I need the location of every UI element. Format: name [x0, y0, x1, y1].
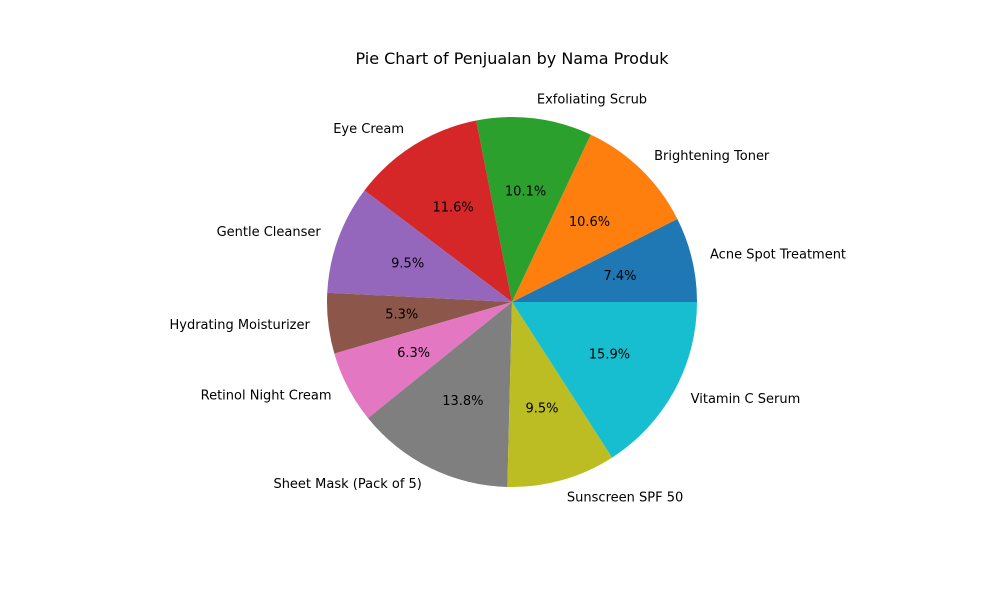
- pie-slice-retinol-night-cream: [334, 302, 512, 419]
- pie-slice-sheet-mask-pack-of-5: [367, 302, 512, 487]
- slice-label-eye-cream: Eye Cream: [333, 122, 404, 137]
- pie-slice-acne-spot-treatment: [512, 219, 697, 302]
- percent-label-vitamin-c-serum: 15.9%: [589, 348, 630, 363]
- percent-label-gentle-cleanser: 9.5%: [391, 257, 424, 272]
- percent-label-exfoliating-scrub: 10.1%: [505, 184, 546, 199]
- pie-slice-vitamin-c-serum: [512, 302, 697, 458]
- pie-slice-hydrating-moisturizer: [326, 292, 512, 354]
- pie-slice-eye-cream: [364, 120, 512, 302]
- percent-labels: 7.4% 10.6% 10.1% 11.6% 9.5% 5.3% 6.3% 13.8% 9.5%…: [385, 184, 636, 416]
- pie-slice-exfoliating-scrub: [476, 117, 591, 302]
- slice-label-hydrating-moisturizer: Hydrating Moisturizer: [169, 318, 310, 333]
- pie-slice-brightening-toner: [512, 134, 678, 302]
- slice-label-vitamin-c-serum: Vitamin C Serum: [691, 392, 801, 407]
- percent-label-sheet-mask-pack-of-5: 13.8%: [442, 394, 483, 409]
- percent-label-eye-cream: 11.6%: [432, 200, 473, 215]
- slice-label-exfoliating-scrub: Exfoliating Scrub: [537, 93, 647, 108]
- slice-label-gentle-cleanser: Gentle Cleanser: [217, 225, 322, 240]
- percent-label-brightening-toner: 10.6%: [569, 215, 610, 230]
- slice-label-sunscreen-spf-50: Sunscreen SPF 50: [567, 490, 683, 505]
- pie-slices: [326, 117, 697, 487]
- slice-labels: Acne Spot Treatment Brightening Toner Exfo…: [169, 93, 846, 506]
- percent-label-hydrating-moisturizer: 5.3%: [385, 307, 418, 322]
- percent-label-acne-spot-treatment: 7.4%: [603, 269, 636, 284]
- pie-slice-sunscreen-spf-50: [507, 302, 613, 487]
- chart-title: Pie Chart of Penjualan by Nama Produk: [355, 49, 669, 68]
- slice-label-sheet-mask-pack-of-5: Sheet Mask (Pack of 5): [273, 477, 421, 492]
- percent-label-sunscreen-spf-50: 9.5%: [525, 401, 558, 416]
- percent-label-retinol-night-cream: 6.3%: [397, 346, 430, 361]
- pie-slice-gentle-cleanser: [327, 190, 512, 302]
- slice-label-retinol-night-cream: Retinol Night Cream: [201, 389, 332, 404]
- slice-label-brightening-toner: Brightening Toner: [654, 149, 770, 164]
- slice-label-acne-spot-treatment: Acne Spot Treatment: [710, 248, 846, 263]
